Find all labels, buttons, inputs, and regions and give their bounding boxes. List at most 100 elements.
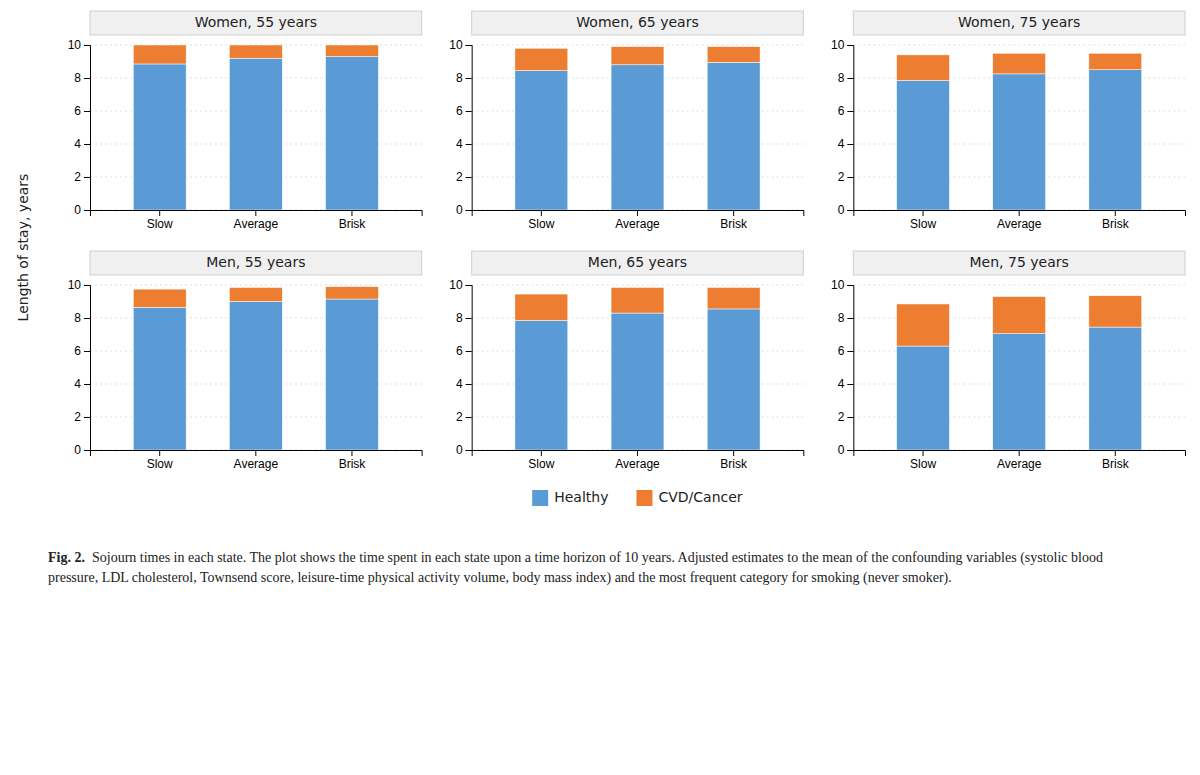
tick: Slow [147,210,173,231]
grid-line [853,285,1185,286]
tick-mark [466,78,472,79]
tick: 4 [74,377,90,391]
tick-mark [84,210,90,211]
series [133,45,378,64]
bar [707,62,760,210]
grid-line [90,285,422,286]
tick-mark [847,210,853,211]
bars [515,287,760,450]
tick: 8 [838,71,854,85]
panel: Men, 65 years0246810SlowAverageBrisk [449,251,804,471]
tick-mark [84,417,90,418]
tick: 0 [74,203,90,217]
bar [133,307,186,450]
bar [611,65,664,210]
bar [993,53,1046,74]
tick: 0 [838,203,854,217]
tick-mark [847,111,853,112]
tick-label: Slow [528,217,554,231]
tick-label: 0 [838,203,845,217]
tick-label: Slow [910,457,936,471]
tick-mark [1019,210,1020,216]
tick: Brisk [720,450,748,471]
legend: HealthyCVD/Cancer [532,489,743,506]
tick-mark [847,144,853,145]
tick-label: Slow [528,457,554,471]
panel: Men, 75 years0246810SlowAverageBrisk [831,251,1186,471]
series [515,309,760,450]
tick-mark [1115,210,1116,216]
tick-mark [847,417,853,418]
tick-mark [255,210,256,216]
panel-title-box [472,251,804,275]
bar [611,287,664,313]
tick-mark [351,210,352,216]
tick: 8 [456,71,472,85]
bar [707,47,760,63]
tick: Brisk [1102,210,1130,231]
tick: 4 [74,137,90,151]
axis-line [466,286,473,451]
tick: Brisk [339,210,367,231]
tick-label: 6 [838,104,845,118]
tick-label: 2 [74,170,81,184]
tick-label: 8 [456,71,463,85]
tick-label: 2 [838,410,845,424]
grid [90,285,422,450]
bar [1089,70,1142,210]
tick-label: 10 [831,38,845,52]
tick-label: 4 [838,377,845,391]
tick-label: 2 [838,170,845,184]
tick: 2 [838,170,854,184]
legend-item: Healthy [532,489,608,506]
tick: 0 [838,443,854,457]
bar [229,58,282,210]
bar [133,289,186,307]
tick-mark [733,450,734,456]
bar [229,45,282,58]
tick-mark [923,210,924,216]
y-axis: 0246810 [68,38,91,217]
tick: 4 [838,137,854,151]
caption-text: Sojourn times in each state. The plot sh… [48,550,1103,585]
tick: 4 [456,137,472,151]
x-axis: SlowAverageBrisk [854,450,1186,471]
axis-line [84,46,91,211]
tick-mark [466,351,472,352]
tick-label: Average [234,457,279,471]
grid-line [472,285,804,286]
tick-mark [466,177,472,178]
panel-title-box [472,11,804,35]
bar [326,45,379,57]
panel-title: Women, 75 years [958,14,1080,30]
tick-mark [159,450,160,456]
bar [229,302,282,451]
tick-mark [541,210,542,216]
tick-mark [466,111,472,112]
tick: Slow [147,450,173,471]
axis-line [847,286,854,451]
panel-title-box [90,251,422,275]
tick: Average [234,450,279,471]
axis-line [472,451,804,457]
legend-swatch [636,490,652,506]
tick-mark [84,450,90,451]
tick-mark [1115,450,1116,456]
tick-mark [847,351,853,352]
bar [707,287,760,308]
tick-mark [847,450,853,451]
tick-label: 8 [74,71,81,85]
tick-mark [159,210,160,216]
tick-label: 8 [456,311,463,325]
tick: 10 [449,38,471,52]
tick-label: Brisk [339,217,367,231]
legend-label: Healthy [554,489,608,505]
tick-mark [84,318,90,319]
tick: Brisk [720,210,748,231]
tick-mark [466,417,472,418]
panel: Women, 65 years0246810SlowAverageBrisk [449,11,804,231]
tick-label: Slow [147,457,173,471]
y-axis: 0246810 [449,278,472,457]
tick-mark [847,384,853,385]
bar [897,55,950,81]
